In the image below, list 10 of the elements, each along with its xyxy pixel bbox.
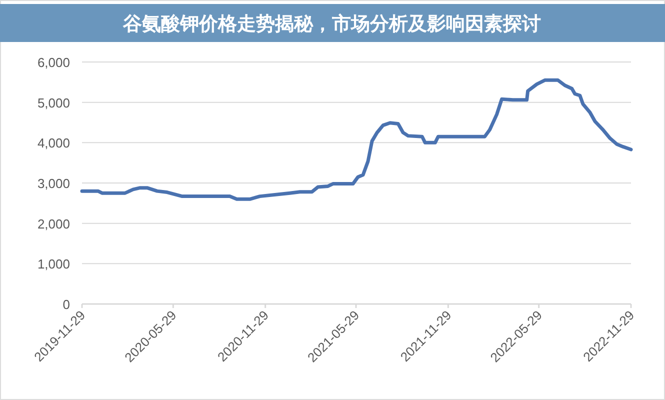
y-tick-label: 5,000 bbox=[37, 95, 70, 110]
y-tick-label: 6,000 bbox=[37, 55, 70, 70]
y-tick-label: 3,000 bbox=[37, 176, 70, 191]
y-tick-label: 4,000 bbox=[37, 136, 70, 151]
y-tick-label: 0 bbox=[62, 297, 70, 312]
title: 谷氨酸钾价格走势揭秘，市场分析及影响因素探讨 bbox=[0, 4, 665, 42]
y-tick-label: 1,000 bbox=[37, 256, 70, 272]
chart-title: 谷氨酸钾价格走势揭秘，市场分析及影响因素探讨 bbox=[122, 13, 541, 35]
y-tick-label: 2,000 bbox=[37, 216, 70, 232]
line-series bbox=[80, 78, 633, 201]
